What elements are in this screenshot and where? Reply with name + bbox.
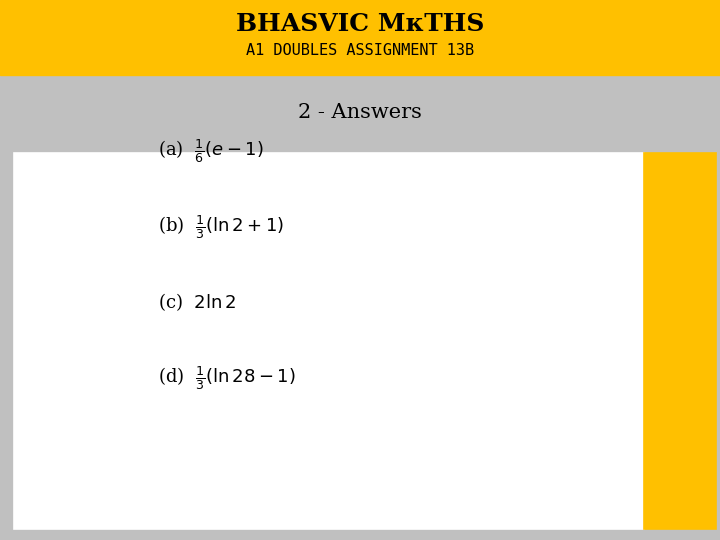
- Bar: [14, 153, 644, 529]
- Text: (a)  $\frac{1}{6}(e - 1)$: (a) $\frac{1}{6}(e - 1)$: [158, 137, 264, 165]
- Text: A1 DOUBLES ASSIGNMENT 13B: A1 DOUBLES ASSIGNMENT 13B: [246, 43, 474, 58]
- Text: (c)  $2\ln 2$: (c) $2\ln 2$: [158, 292, 236, 313]
- Bar: [0, 0, 720, 75]
- Text: (b)  $\frac{1}{3}(\ln 2 + 1)$: (b) $\frac{1}{3}(\ln 2 + 1)$: [158, 213, 284, 241]
- Bar: [644, 153, 716, 529]
- Text: BHASVIC MκTHS: BHASVIC MκTHS: [236, 12, 484, 36]
- Text: (d)  $\frac{1}{3}(\ln 28 - 1)$: (d) $\frac{1}{3}(\ln 28 - 1)$: [158, 364, 296, 392]
- Text: 2 - Answers: 2 - Answers: [298, 103, 422, 122]
